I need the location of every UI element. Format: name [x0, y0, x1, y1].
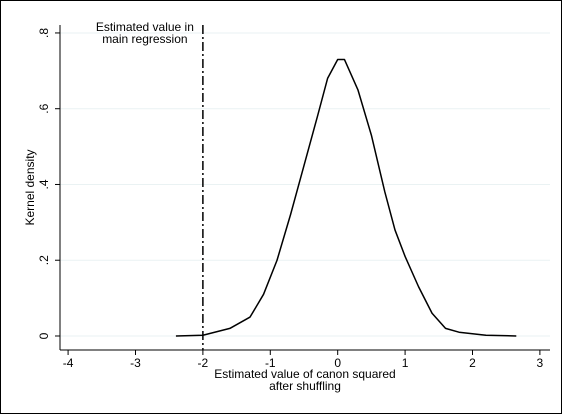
density-line: [175, 58, 517, 337]
x-tick-label: -4: [63, 356, 74, 370]
y-axis-title: Kernel density: [23, 149, 37, 225]
x-tick-label: 3: [537, 356, 544, 370]
x-tick-label: -2: [198, 356, 209, 370]
x-tick-label: -3: [130, 356, 141, 370]
reference-label: main regression: [102, 32, 187, 46]
x-axis-title: after shuffling: [269, 379, 341, 393]
y-tick-label: .4: [37, 179, 51, 189]
y-tick-label: .8: [37, 28, 51, 38]
x-tick-label: -1: [265, 356, 276, 370]
y-tick-label: .2: [37, 255, 51, 265]
x-tick-label: 0: [334, 356, 341, 370]
x-tick-label: 2: [469, 356, 476, 370]
y-tick-label: 0: [37, 332, 51, 339]
x-tick-label: 1: [402, 356, 409, 370]
y-tick-label: .6: [37, 103, 51, 113]
x-axis-title: Estimated value of canon squared: [214, 367, 395, 381]
reference-label: Estimated value in: [96, 20, 194, 34]
